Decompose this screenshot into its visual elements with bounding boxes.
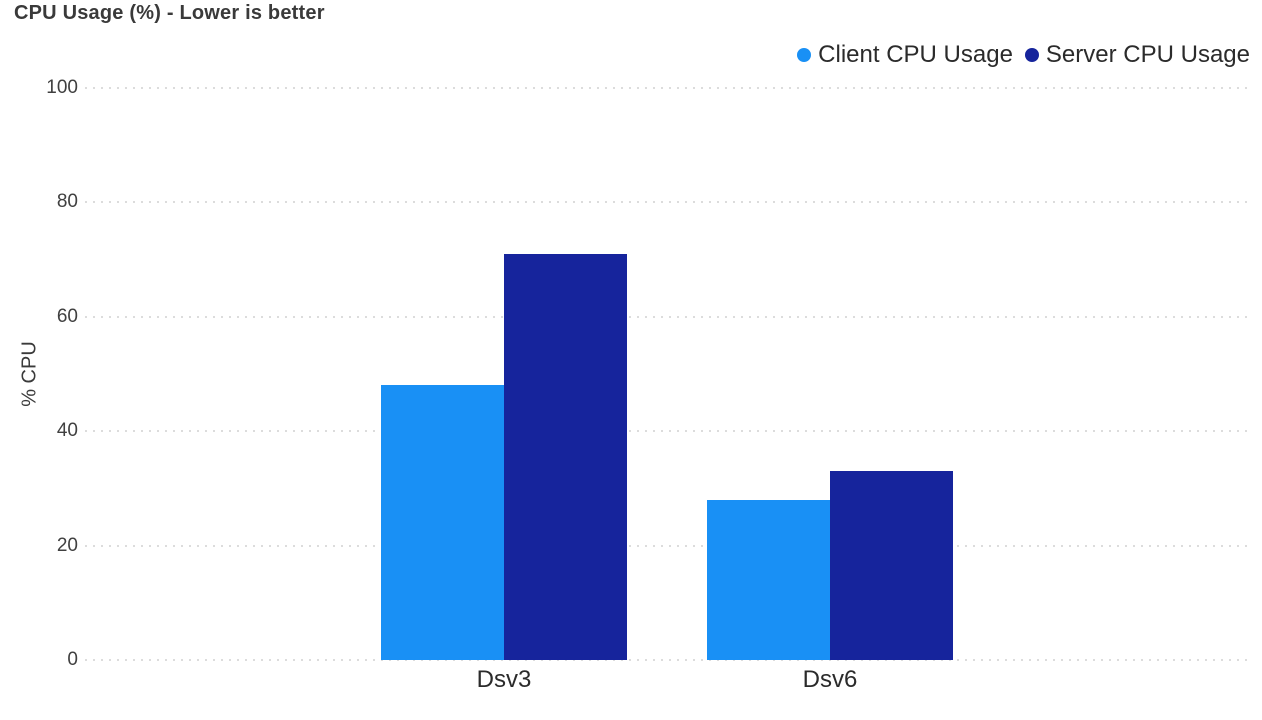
chart-title: CPU Usage (%) - Lower is better (14, 2, 325, 24)
client-legend-dot-icon (797, 48, 812, 62)
y-tick-label-20: 20 (56, 534, 78, 556)
y-tick-label-80: 80 (56, 191, 78, 213)
dsv3-server-bar (504, 253, 627, 660)
gridline-0 (85, 659, 1253, 661)
gridline-40 (85, 430, 1253, 433)
legend-label-client: Client CPU Usage (818, 41, 1013, 68)
dsv6-client-bar (707, 499, 830, 660)
y-tick-label-60: 60 (56, 305, 78, 327)
y-tick-label-0: 0 (67, 649, 78, 670)
gridline-100 (85, 87, 1253, 89)
dsv6-server-bar (830, 471, 953, 660)
dsv3-client-bar (381, 385, 504, 660)
legend-item-client: Client CPU Usage (797, 41, 1013, 69)
legend: Client CPU Usage Server CPU Usage (797, 41, 1250, 69)
gridline-20 (85, 544, 1253, 547)
x-tick-label-dsv6: Dsv6 (802, 666, 858, 693)
legend-item-server: Server CPU Usage (1024, 41, 1250, 69)
y-tick-label-40: 40 (56, 420, 78, 442)
y-tick-label-100: 100 (46, 77, 78, 98)
x-tick-label-dsv3: Dsv3 (476, 666, 532, 693)
server-legend-dot-icon (1024, 48, 1039, 62)
gridline-60 (85, 315, 1253, 318)
gridline-80 (85, 201, 1253, 204)
legend-label-server: Server CPU Usage (1045, 41, 1250, 68)
y-axis-title: % CPU (18, 341, 41, 407)
